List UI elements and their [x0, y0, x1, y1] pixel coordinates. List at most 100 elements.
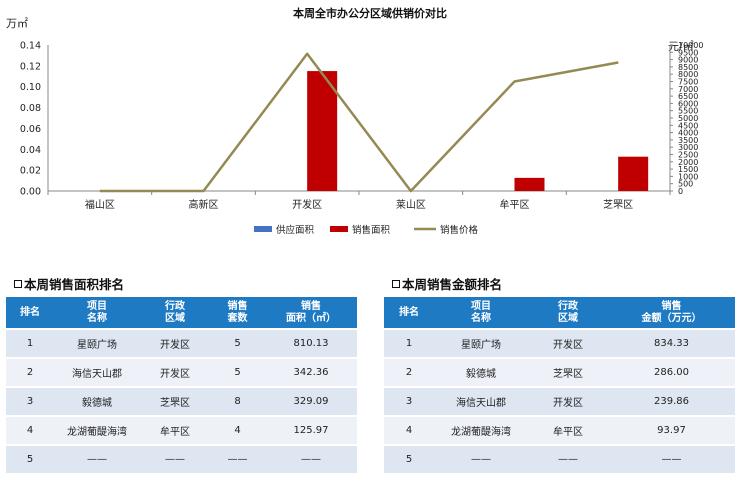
line-sales-price-point: [203, 190, 204, 192]
column-header: 销售 金额（万元）: [608, 297, 735, 330]
table-cell: 3: [6, 387, 54, 417]
table-cell: 329.09: [265, 387, 357, 417]
right-axis-tick-label: 500: [678, 180, 693, 189]
table-cell: 5: [384, 445, 434, 475]
bar-sales-area: [514, 177, 545, 191]
left-axis-tick-label: 0.08: [20, 103, 41, 114]
right-axis-tick-label: 8000: [678, 70, 698, 79]
table-cell: 4: [6, 416, 54, 446]
column-header-line: 行政: [165, 300, 185, 312]
table-cell: 毅德城: [434, 358, 528, 388]
bar-sales-area: [307, 71, 338, 191]
left-axis-tick-label: 0.04: [20, 145, 41, 156]
table-row: 2 毅德城 芝罘区 286.00: [384, 358, 735, 388]
column-header: 排名: [6, 297, 54, 330]
column-header-line: 套数: [227, 312, 248, 324]
table-cell: 星颐广场: [434, 329, 528, 359]
legend-swatch: [330, 226, 348, 232]
right-axis-tick-label: 9500: [678, 48, 698, 57]
table-row: 2 海信天山郡 开发区 5 342.36: [6, 358, 357, 388]
left-axis-tick-label: 0.12: [20, 61, 41, 72]
table-cell: 开发区: [140, 358, 210, 388]
x-axis-category-label: 高新区: [189, 198, 219, 211]
area-ranking-table: 排名 项目 名称 行政 区域 销售 套数 销售 面积（㎡） 1 星颐广场 开发区 5 810.13 2 海信…: [6, 297, 357, 475]
table-cell: ——: [608, 445, 735, 475]
left-axis-unit-label: 万㎡: [6, 17, 28, 30]
table-cell: 1: [6, 329, 54, 359]
x-axis-category-label: 莱山区: [396, 199, 426, 211]
table-cell: 342.36: [265, 358, 357, 388]
table-row: 3 海信天山郡 开发区 239.86: [384, 387, 735, 417]
column-header: 行政 区域: [140, 297, 210, 330]
table-row: 5 —— —— ——: [384, 445, 735, 475]
column-header: 销售 套数: [210, 297, 265, 330]
bar-sales-area: [618, 156, 649, 191]
table-cell: 开发区: [140, 329, 210, 359]
right-axis-tick-label: 6000: [678, 99, 698, 108]
right-axis-tick-label: 4000: [678, 129, 698, 138]
column-header-line: 销售: [661, 300, 682, 312]
table-cell: 芝罘区: [528, 358, 608, 388]
column-header: 项目 名称: [434, 297, 528, 330]
right-axis-tick-label: 10000: [678, 41, 703, 50]
column-header-line: 销售: [227, 300, 248, 312]
amount-ranking-title-text: 本周销售金额排名: [402, 277, 503, 292]
table-row: 3 毅德城 芝罘区 8 329.09: [6, 387, 357, 417]
right-axis-tick-label: 3500: [678, 136, 698, 145]
table-header-row: 排名 项目 名称 行政 区域 销售 金额（万元）: [384, 297, 735, 330]
table-cell: 1: [384, 329, 434, 359]
column-header-line: 区域: [558, 312, 578, 324]
right-axis-tick-label: 2000: [678, 158, 698, 167]
amount-ranking-title: 本周销售金额排名: [392, 274, 502, 293]
left-axis-tick-label: 0.10: [20, 82, 41, 93]
checkbox-square-icon: [14, 280, 22, 288]
x-axis-category-label: 福山区: [85, 198, 115, 211]
area-ranking-title-text: 本周销售面积排名: [24, 277, 125, 292]
column-header-line: 名称: [471, 312, 491, 324]
column-header-line: 名称: [87, 312, 107, 324]
left-axis-tick-label: 0.00: [20, 187, 41, 198]
table-cell: 毅德城: [54, 387, 140, 417]
table-cell: 星颐广场: [54, 329, 140, 359]
right-axis-tick-label: 1000: [678, 172, 698, 181]
column-header-line: 排名: [20, 306, 40, 318]
table-row: 1 星颐广场 开发区 5 810.13: [6, 329, 357, 359]
column-header-line: 面积（㎡）: [286, 312, 336, 324]
right-axis-tick-label: 0: [678, 187, 683, 196]
right-axis-tick-label: 5000: [678, 114, 698, 123]
checkbox-square-icon: [392, 280, 400, 288]
left-axis-tick-label: 0.14: [20, 41, 41, 52]
table-row: 1 星颐广场 开发区 834.33: [384, 329, 735, 359]
legend-label: 供应面积: [276, 224, 315, 236]
table-cell: 93.97: [608, 416, 735, 446]
table-cell: 810.13: [265, 329, 357, 359]
right-axis-tick-label: 3000: [678, 143, 698, 152]
table-cell: 4: [384, 416, 434, 446]
x-axis-category-label: 开发区: [292, 198, 322, 211]
table-cell: 牟平区: [528, 416, 608, 446]
right-axis-tick-label: 5500: [678, 107, 698, 116]
column-header-line: 排名: [399, 306, 419, 318]
table-cell: 2: [384, 358, 434, 388]
right-axis-tick-label: 4500: [678, 121, 698, 130]
table-cell: 5: [6, 445, 54, 475]
column-header-line: 项目: [471, 300, 491, 312]
column-header-line: 行政: [558, 300, 578, 312]
table-cell: 8: [210, 387, 265, 417]
table-cell: 5: [210, 329, 265, 359]
table-cell: 龙湖葡醍海湾: [54, 416, 140, 446]
table-cell: 龙湖葡醍海湾: [434, 416, 528, 446]
column-header-line: 销售: [301, 300, 321, 312]
table-header-row: 排名 项目 名称 行政 区域 销售 套数 销售 面积（㎡）: [6, 297, 357, 330]
right-axis-tick-label: 8500: [678, 63, 698, 72]
right-axis-tick-label: 6500: [678, 92, 698, 101]
column-header: 行政 区域: [528, 297, 608, 330]
table-cell: ——: [528, 445, 608, 475]
table-cell: 开发区: [528, 387, 608, 417]
right-axis-tick-label: 9000: [678, 56, 698, 65]
column-header: 销售 面积（㎡）: [265, 297, 357, 330]
right-axis-unit-label: 元/㎡: [668, 40, 694, 53]
line-sales-price-point: [306, 53, 308, 55]
column-header: 排名: [384, 297, 434, 330]
